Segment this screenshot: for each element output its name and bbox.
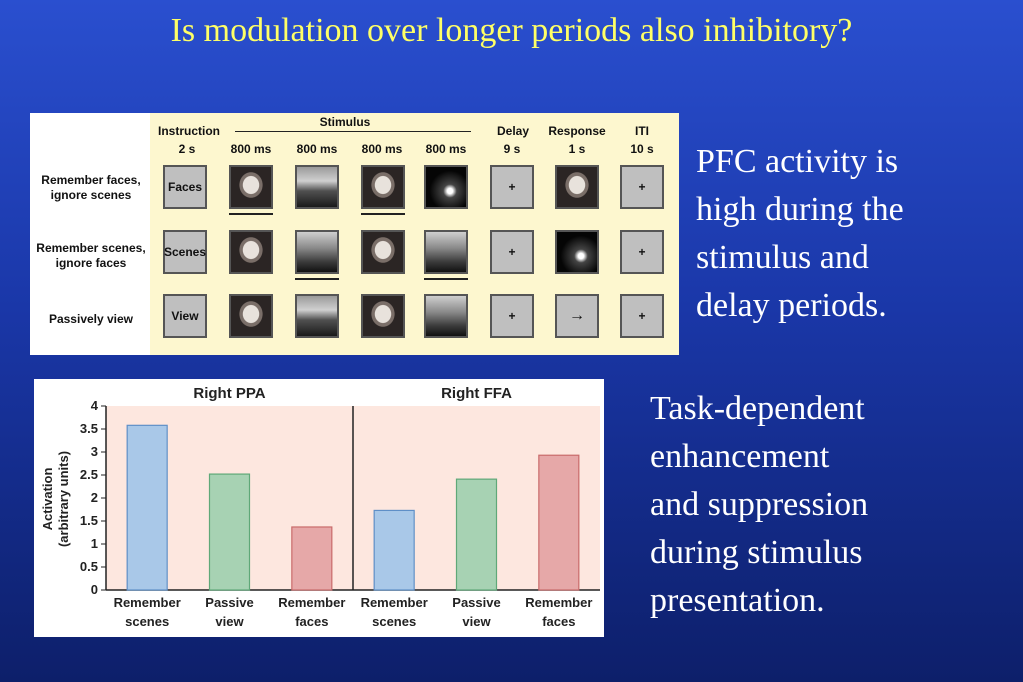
iti-fixation-cell: + xyxy=(620,230,664,274)
x-category-label: faces xyxy=(542,614,575,629)
slide-title: Is modulation over longer periods also i… xyxy=(170,12,853,49)
header-delay: Delay xyxy=(496,124,530,138)
scene-stimulus xyxy=(295,230,339,274)
target-underline xyxy=(361,213,405,215)
x-category-label: scenes xyxy=(372,614,416,629)
iti-fixation-cell: + xyxy=(620,165,664,209)
x-category-label: faces xyxy=(295,614,328,629)
instruction-cell: View xyxy=(163,294,207,338)
duration-delay: 9 s xyxy=(503,142,521,156)
y-tick-label: 3.5 xyxy=(80,421,98,436)
bar xyxy=(538,454,580,591)
bar xyxy=(126,424,168,591)
face-stimulus xyxy=(361,165,405,209)
y-axis-label: (arbitrary units) xyxy=(56,451,71,547)
header-iti: ITI xyxy=(635,124,649,138)
target-underline xyxy=(229,213,273,215)
face-stimulus xyxy=(361,294,405,338)
chart-svg: 0 0.5 1 1.5 2 2.5 3 3.5 4 Activation (arbitrary un… xyxy=(40,385,600,629)
response-probe-scene xyxy=(555,230,599,274)
target-underline xyxy=(295,278,339,280)
x-category-label: view xyxy=(462,614,491,629)
x-category-label: Remember xyxy=(525,595,592,610)
response-probe-face xyxy=(555,165,599,209)
delay-fixation-cell: + xyxy=(490,230,534,274)
duration-iti: 10 s xyxy=(630,142,654,156)
duration-stim-4: 800 ms xyxy=(425,142,467,156)
row-label-remember-faces: Remember faces, ignore scenes xyxy=(41,173,141,202)
task-dependent-text: Task-dependent enhancement and suppressi… xyxy=(650,385,1010,625)
y-tick-label: 0 xyxy=(91,582,98,597)
duration-instruction: 2 s xyxy=(178,142,196,156)
x-category-label: Remember xyxy=(278,595,345,610)
instruction-cell: Scenes xyxy=(163,230,207,274)
stimulus-bracket xyxy=(235,131,471,132)
y-axis-label: Activation xyxy=(40,468,55,531)
header-stimulus: Stimulus xyxy=(319,115,371,129)
text-line: delay periods. xyxy=(696,287,887,324)
panel-title: Right FFA xyxy=(441,385,512,402)
delay-fixation-cell: + xyxy=(490,294,534,338)
task-design-figure: Instruction Stimulus Delay Response ITI … xyxy=(30,113,679,355)
panel-title: Right PPA xyxy=(193,385,265,402)
face-stimulus xyxy=(229,230,273,274)
activation-bar-chart: 0 0.5 1 1.5 2 2.5 3 3.5 4 Activation (arbitrary un… xyxy=(34,379,604,637)
header-instruction: Instruction xyxy=(158,124,220,138)
face-stimulus xyxy=(361,230,405,274)
text-line: and suppression xyxy=(650,486,869,523)
text-line: high during the xyxy=(696,191,904,228)
bar xyxy=(455,478,498,591)
delay-fixation-cell: + xyxy=(490,165,534,209)
row-label-remember-scenes: Remember scenes, ignore faces xyxy=(36,241,146,270)
scene-stimulus xyxy=(295,165,339,209)
instruction-cell: Faces xyxy=(163,165,207,209)
y-tick-label: 1 xyxy=(91,536,98,551)
face-stimulus xyxy=(229,294,273,338)
response-arrow-cell: → xyxy=(555,294,599,338)
x-category-label: Passive xyxy=(452,595,500,610)
scene-stimulus xyxy=(295,294,339,338)
y-tick-label: 0.5 xyxy=(80,559,98,574)
text-line: stimulus and xyxy=(696,239,869,276)
scene-stimulus xyxy=(424,230,468,274)
header-response: Response xyxy=(548,124,606,138)
duration-response: 1 s xyxy=(568,142,586,156)
y-tick-label: 2.5 xyxy=(80,467,98,482)
text-line: during stimulus xyxy=(650,534,863,571)
x-category-label: Remember xyxy=(114,595,181,610)
bar xyxy=(291,526,333,591)
face-stimulus xyxy=(229,165,273,209)
bar xyxy=(208,473,251,591)
x-category-label: scenes xyxy=(125,614,169,629)
y-tick-label: 4 xyxy=(91,398,99,413)
y-tick-label: 2 xyxy=(91,490,98,505)
text-line: enhancement xyxy=(650,438,830,475)
bar xyxy=(373,509,415,591)
duration-stim-2: 800 ms xyxy=(296,142,338,156)
row-label-passively-view: Passively view xyxy=(48,312,134,326)
text-line: Task-dependent xyxy=(650,390,865,427)
duration-stim-1: 800 ms xyxy=(230,142,272,156)
y-tick-label: 1.5 xyxy=(80,513,98,528)
x-category-label: Remember xyxy=(361,595,428,610)
iti-fixation-cell: + xyxy=(620,294,664,338)
target-underline xyxy=(424,278,468,280)
pfc-activity-text: PFC activity is high during the stimulus… xyxy=(696,138,1016,330)
y-tick-label: 3 xyxy=(91,444,98,459)
scene-stimulus xyxy=(424,294,468,338)
x-category-label: view xyxy=(215,614,244,629)
duration-stim-3: 800 ms xyxy=(361,142,403,156)
x-category-label: Passive xyxy=(205,595,253,610)
scene-stimulus xyxy=(424,165,468,209)
text-line: PFC activity is xyxy=(696,143,899,180)
text-line: presentation. xyxy=(650,582,825,619)
